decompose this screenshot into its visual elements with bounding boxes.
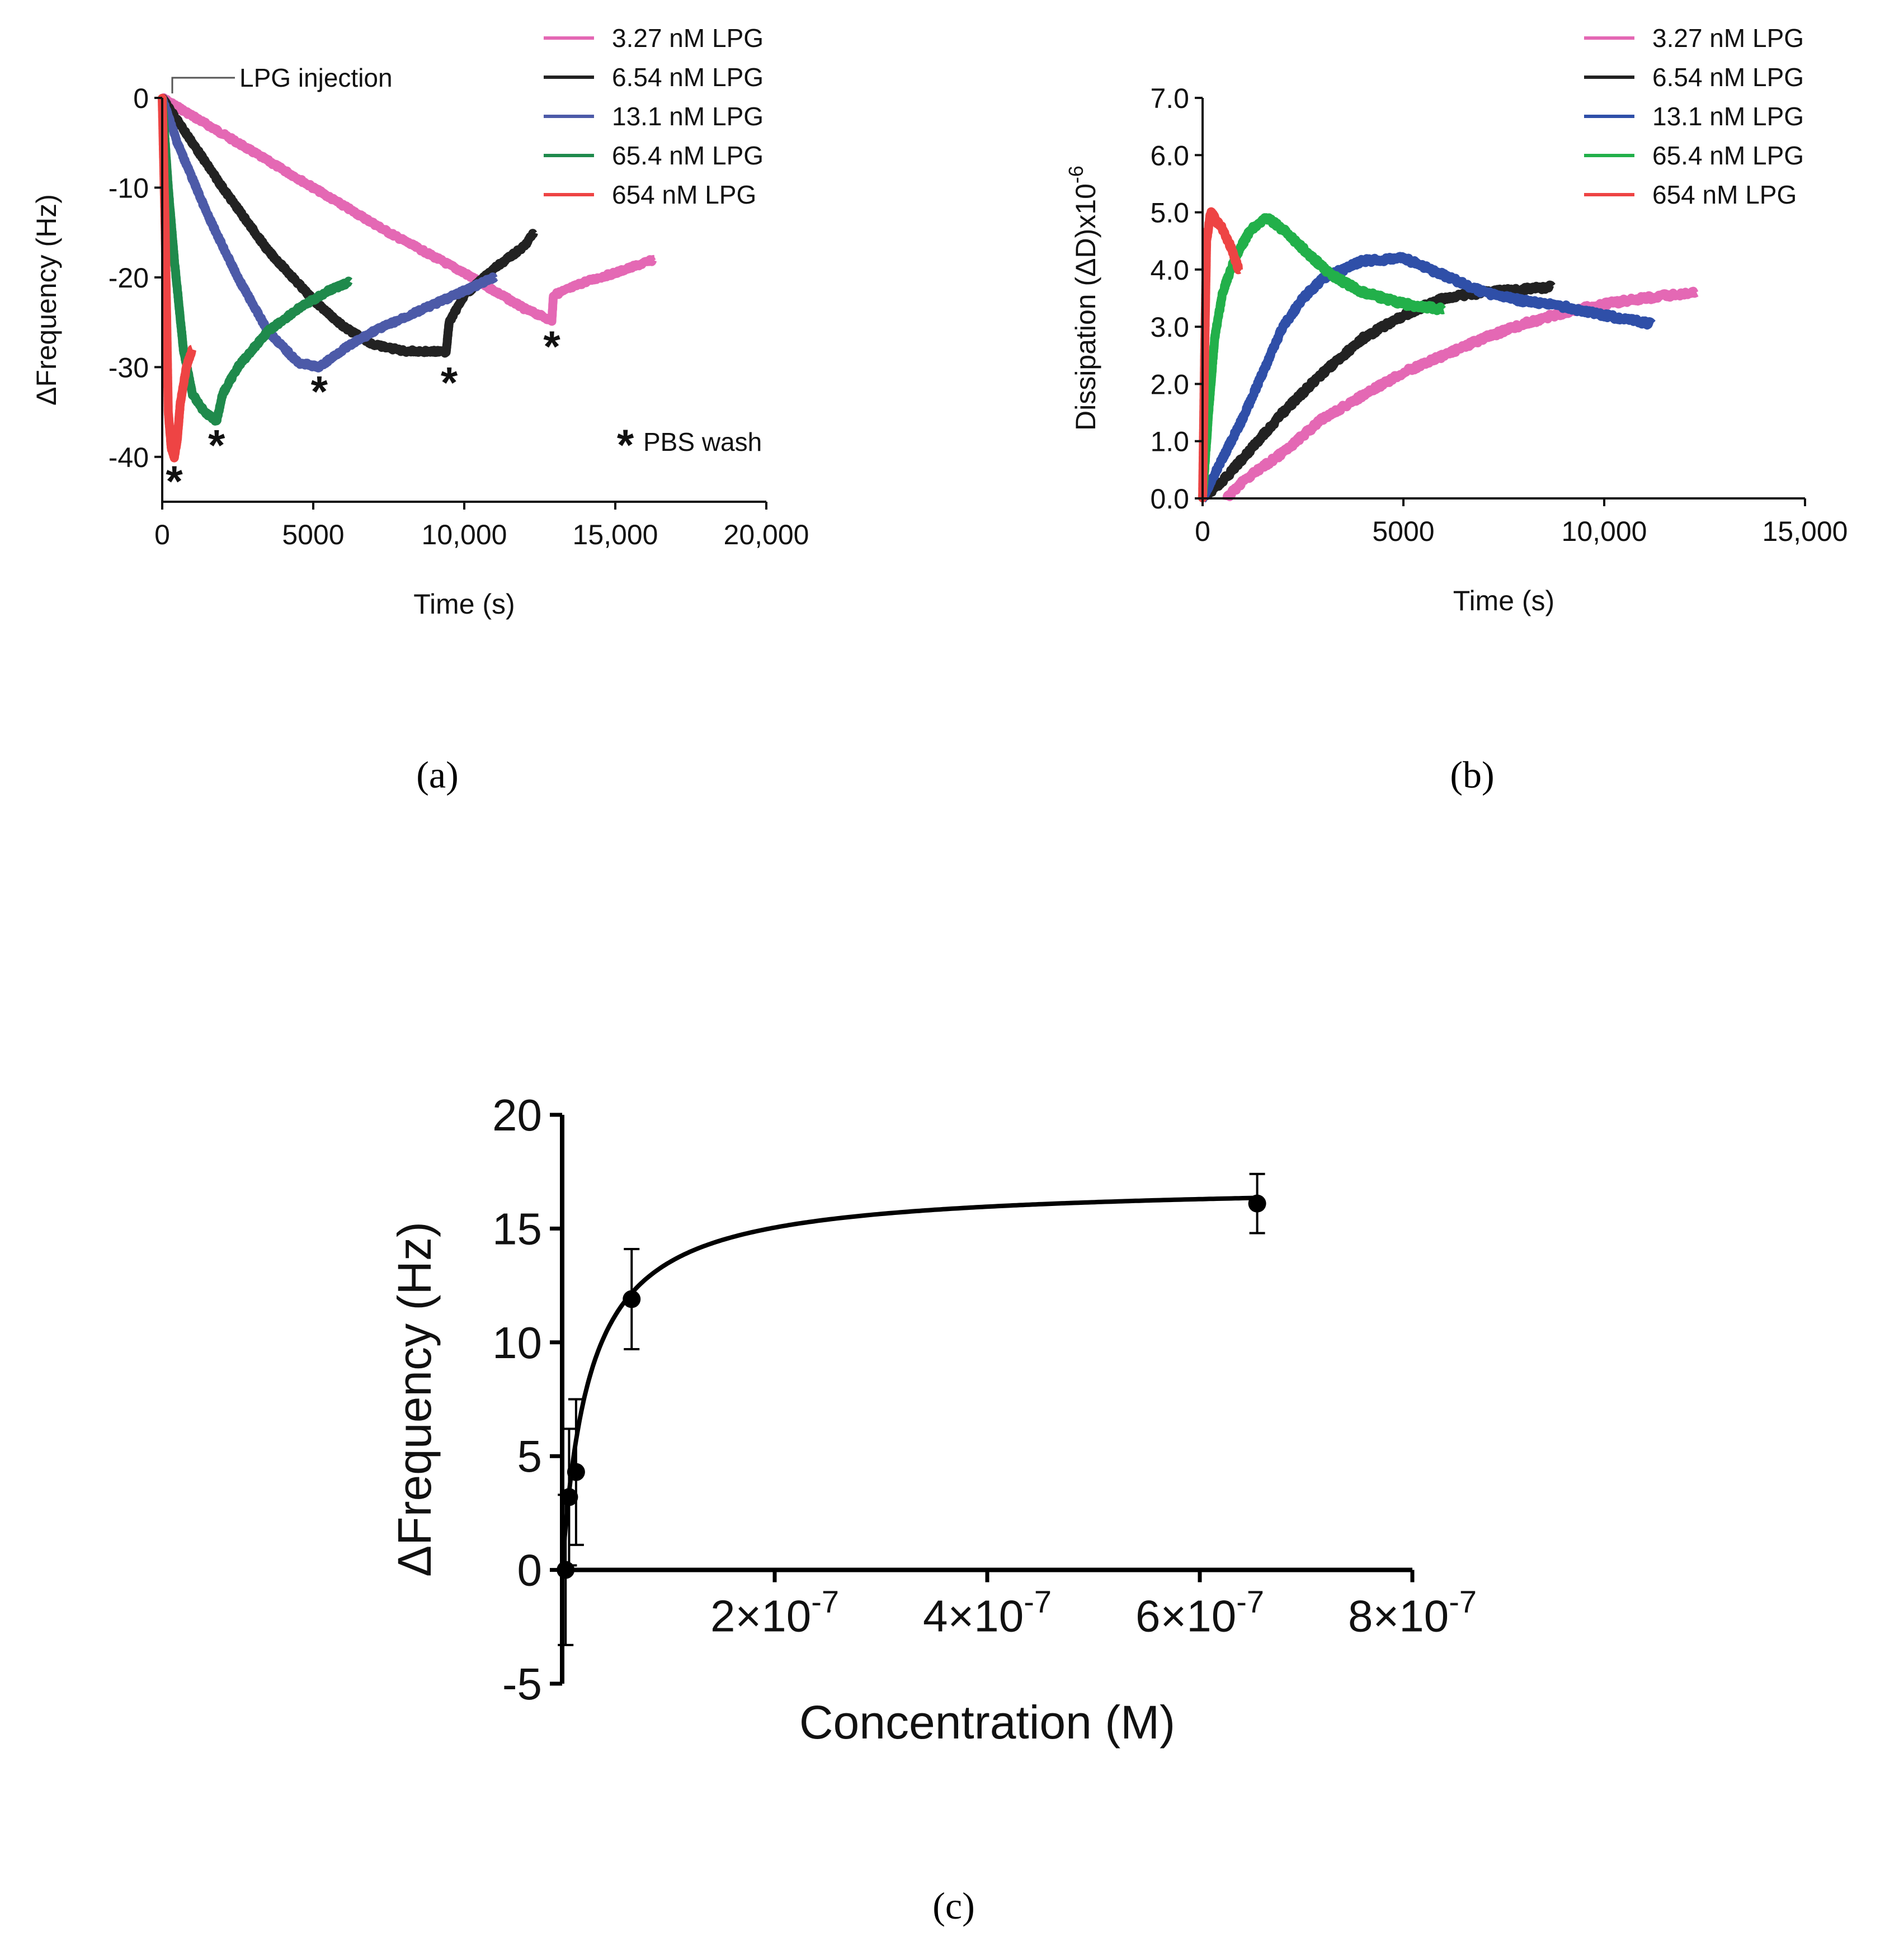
x-tick-label-base: 2×10 [710,1591,811,1641]
data-point [567,1463,585,1481]
wash-marker: * [166,456,183,506]
x-tick-label: 15,000 [573,519,658,550]
series-line-3 [1198,252,1656,503]
y-tick-label: 0 [133,83,149,114]
series-line-1 [158,93,658,326]
x-tick-label: 8×10-7 [1348,1584,1477,1641]
y-tick-label: -30 [109,352,149,383]
x-tick-label: 20,000 [724,519,809,550]
y-axis-label: ΔFrequency (Hz) [388,1222,441,1577]
x-tick-label: 5000 [282,519,344,550]
y-tick-label: 7.0 [1150,83,1189,114]
y-axis-label-text: ΔFrequency (Hz) [31,194,62,406]
y-tick-label: -20 [109,262,149,294]
y-tick-label: -5 [502,1659,542,1709]
y-tick-label: 20 [492,1090,542,1140]
y-tick-label: 6.0 [1150,140,1189,171]
legend-entry: 654 nM LPG [612,180,756,209]
wash-marker: * [311,366,328,416]
x-tick-label: 10,000 [1562,516,1647,547]
x-tick-label: 5000 [1372,516,1434,547]
y-tick-label: 10 [492,1318,542,1368]
panel-a-frequency-chart: 0 5000 10,000 15,000 20,000 0 -10 -20 -30 -40 Time… [31,23,809,620]
y-tick-label: -40 [109,442,149,473]
injection-pointer-line [171,77,235,93]
data-point [1248,1194,1266,1213]
x-tick-label-exponent: -7 [811,1584,839,1619]
x-axis-label: Time (s) [413,588,515,620]
data-point [560,1488,578,1506]
x-tick-label: 0 [1195,516,1210,547]
x-tick-label: 0 [154,519,170,550]
caption-b: (b) [1450,753,1494,796]
x-tick-label-base: 8×10 [1348,1591,1449,1641]
series-line-5 [158,93,197,463]
legend-entry: 65.4 nM LPG [1652,141,1804,170]
x-axis-label: Time (s) [1453,585,1554,616]
y-tick-label: 15 [492,1204,542,1254]
y-tick-label: 5 [517,1431,543,1481]
y-tick-label: 4.0 [1150,255,1189,286]
y-tick-label: 3.0 [1150,312,1189,343]
wash-legend-marker: * [617,420,634,469]
wash-marker: * [543,322,560,371]
y-axis-label: ΔFrequency (Hz) [31,194,62,406]
legend-entry: 13.1 nM LPG [612,102,764,131]
x-axis-label: Concentration (M) [799,1696,1175,1749]
caption-a: (a) [416,753,458,796]
x-tick-label-exponent: -7 [1449,1584,1477,1619]
legend-entry: 65.4 nM LPG [612,141,764,170]
legend-entry: 3.27 nM LPG [1652,23,1804,53]
y-tick-label: 5.0 [1150,197,1189,229]
y-tick-label: 0.0 [1150,483,1189,515]
x-tick-label: 4×10-7 [923,1584,1052,1641]
data-point [557,1561,575,1579]
legend-entry: 6.54 nM LPG [612,63,764,92]
wash-marker: * [208,421,225,470]
series-line-4 [158,93,354,426]
x-tick-label: 10,000 [422,519,507,550]
series-line-4 [1198,213,1447,500]
wash-marker: * [441,357,458,407]
x-tick-label-exponent: -7 [1236,1584,1264,1619]
legend-entry: 654 nM LPG [1652,180,1797,209]
series-line-2 [1198,280,1556,502]
legend-entry: 6.54 nM LPG [1652,63,1804,92]
y-tick-label: 1.0 [1150,426,1189,458]
series-line-1 [1222,286,1700,501]
injection-label: LPG injection [239,63,393,92]
legend-entry: 13.1 nM LPG [1652,102,1804,131]
series-line-3 [158,93,498,373]
y-tick-label: 0 [517,1546,543,1595]
data-point [623,1290,641,1308]
caption-c: (c) [932,1884,974,1927]
x-tick-label-base: 6×10 [1135,1591,1236,1641]
x-tick-label: 6×10-7 [1135,1584,1264,1641]
y-tick-label: -10 [109,172,149,204]
wash-legend-label: PBS wash [643,427,762,456]
y-axis-label-text: Dissipation (ΔD)x10 [1070,183,1101,431]
x-tick-label: 2×10-7 [710,1584,839,1641]
y-tick-label: 2.0 [1150,369,1189,400]
fit-curve [560,1195,1257,1570]
x-tick-label-exponent: -7 [1024,1584,1052,1619]
x-tick-label: 15,000 [1763,516,1848,547]
y-axis-label-exponent: -6 [1064,166,1087,183]
legend-entry: 3.27 nM LPG [612,23,764,53]
x-tick-label-base: 4×10 [923,1591,1024,1641]
panel-b-dissipation-chart: 0 5000 10,000 15,000 0.0 1.0 2.0 3.0 4.0 5.0 6.0 7.… [1064,23,1848,616]
y-axis-label: Dissipation (ΔD)x10-6 [1064,166,1101,431]
